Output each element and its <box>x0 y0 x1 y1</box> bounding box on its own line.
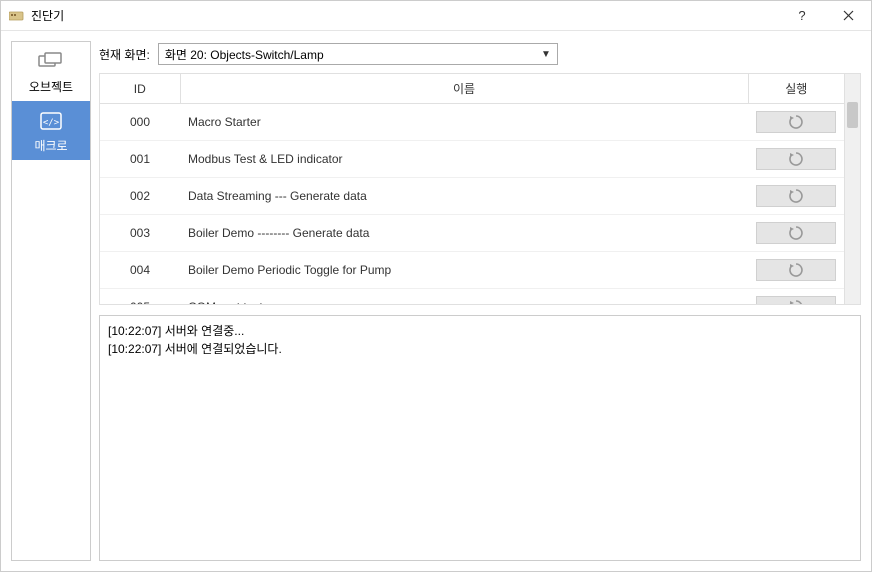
table-row[interactable]: 005COM port test <box>100 289 844 305</box>
svg-text:</>: </> <box>43 118 60 128</box>
macro-icon: </> <box>34 109 68 133</box>
cell-name: Modbus Test & LED indicator <box>180 141 748 178</box>
run-button[interactable] <box>756 259 836 281</box>
title-controls: ? <box>787 2 863 30</box>
cell-run <box>748 104 844 141</box>
cell-id: 002 <box>100 178 180 215</box>
cell-name: COM port test <box>180 289 748 305</box>
sidebar: 오브젝트 </> 매크로 <box>11 41 91 561</box>
objects-icon <box>34 50 68 74</box>
screen-dropdown[interactable]: 화면 20: Objects-Switch/Lamp ▼ <box>158 43 558 65</box>
log-output: [10:22:07] 서버와 연결중...[10:22:07] 서버에 연결되었… <box>99 315 861 561</box>
chevron-down-icon: ▼ <box>541 49 551 60</box>
table-row[interactable]: 001Modbus Test & LED indicator <box>100 141 844 178</box>
cell-id: 005 <box>100 289 180 305</box>
table-header-row: ID 이름 실행 <box>100 74 844 104</box>
run-button[interactable] <box>756 296 836 304</box>
table-row[interactable]: 002Data Streaming --- Generate data <box>100 178 844 215</box>
macro-table: ID 이름 실행 000Macro Starter001Modbus Test … <box>100 74 844 304</box>
cell-id: 000 <box>100 104 180 141</box>
cell-run <box>748 252 844 289</box>
dropdown-value: 화면 20: Objects-Switch/Lamp <box>165 46 324 63</box>
macro-table-scroll: ID 이름 실행 000Macro Starter001Modbus Test … <box>100 74 844 304</box>
current-screen-label: 현재 화면: <box>99 46 150 63</box>
col-header-run[interactable]: 실행 <box>748 74 844 104</box>
cell-run <box>748 141 844 178</box>
macro-table-wrap: ID 이름 실행 000Macro Starter001Modbus Test … <box>99 73 861 305</box>
sidebar-item-macro[interactable]: </> 매크로 <box>12 101 90 160</box>
run-button[interactable] <box>756 222 836 244</box>
run-button[interactable] <box>756 148 836 170</box>
run-button[interactable] <box>756 185 836 207</box>
table-row[interactable]: 000Macro Starter <box>100 104 844 141</box>
cell-run <box>748 289 844 305</box>
table-row[interactable]: 004Boiler Demo Periodic Toggle for Pump <box>100 252 844 289</box>
cell-name: Boiler Demo -------- Generate data <box>180 215 748 252</box>
table-row[interactable]: 003Boiler Demo -------- Generate data <box>100 215 844 252</box>
cell-name: Macro Starter <box>180 104 748 141</box>
close-button[interactable] <box>833 2 863 30</box>
help-button[interactable]: ? <box>787 2 817 30</box>
cell-run <box>748 215 844 252</box>
window-title: 진단기 <box>31 7 787 24</box>
log-line: [10:22:07] 서버에 연결되었습니다. <box>108 340 852 358</box>
sidebar-item-label: 매크로 <box>34 137 67 154</box>
scrollbar-thumb[interactable] <box>847 102 858 128</box>
cell-run <box>748 178 844 215</box>
main-panel: 현재 화면: 화면 20: Objects-Switch/Lamp ▼ ID 이… <box>99 41 861 561</box>
cell-id: 001 <box>100 141 180 178</box>
col-header-name[interactable]: 이름 <box>180 74 748 104</box>
run-button[interactable] <box>756 111 836 133</box>
cell-id: 004 <box>100 252 180 289</box>
cell-id: 003 <box>100 215 180 252</box>
titlebar: 진단기 ? <box>1 1 871 31</box>
cell-name: Data Streaming --- Generate data <box>180 178 748 215</box>
cell-name: Boiler Demo Periodic Toggle for Pump <box>180 252 748 289</box>
col-header-id[interactable]: ID <box>100 74 180 104</box>
dialog-body: 오브젝트 </> 매크로 현재 화면: 화면 20: Objects-Switc… <box>1 31 871 571</box>
app-icon <box>9 8 25 24</box>
top-row: 현재 화면: 화면 20: Objects-Switch/Lamp ▼ <box>99 41 861 67</box>
vertical-scrollbar[interactable] <box>844 74 860 304</box>
log-line: [10:22:07] 서버와 연결중... <box>108 322 852 340</box>
sidebar-item-objects[interactable]: 오브젝트 <box>12 42 90 101</box>
sidebar-item-label: 오브젝트 <box>29 78 73 95</box>
dialog-window: 진단기 ? 오브젝트 <box>0 0 872 572</box>
